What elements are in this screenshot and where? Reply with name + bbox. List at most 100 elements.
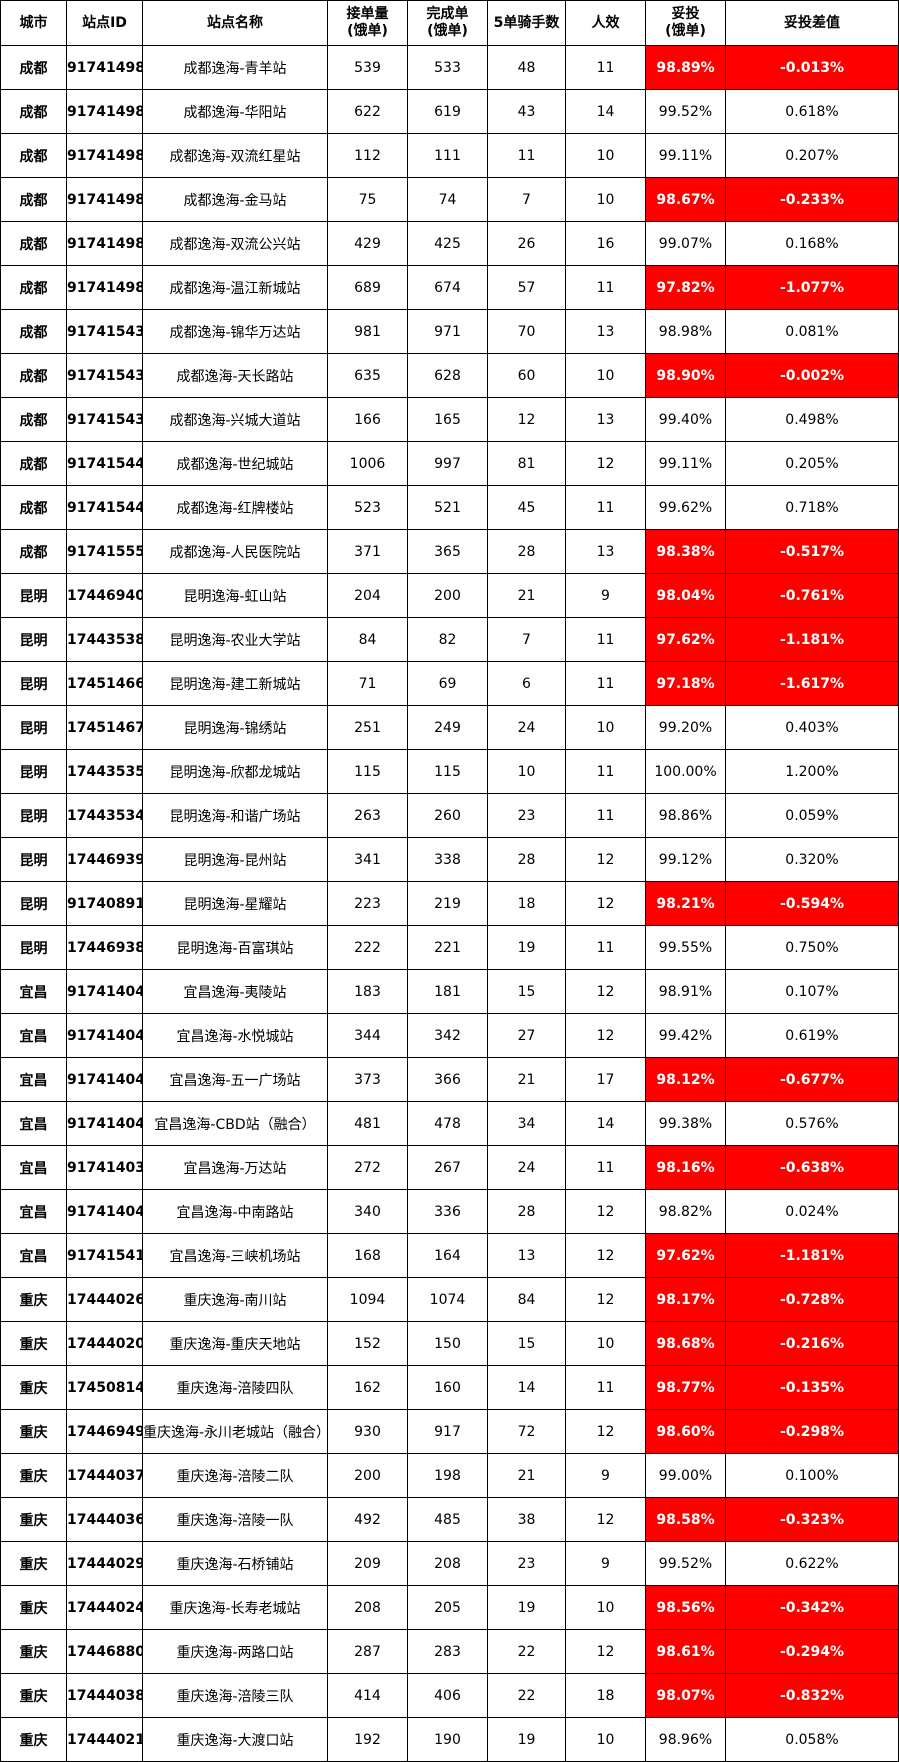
cell-efficiency: 17 [565, 1057, 646, 1102]
cell-station-id: 917414043 [66, 1189, 143, 1234]
cell-efficiency: 11 [565, 793, 646, 838]
cell-city: 成都 [0, 265, 67, 310]
cell-rate-diff: -0.594% [725, 881, 899, 926]
table-row: 重庆 17444024 重庆逸海-长寿老城站 208 205 19 10 98.56% -0.3… [0, 1585, 899, 1630]
cell-completed: 342 [407, 1013, 488, 1058]
cell-riders: 57 [487, 265, 566, 310]
cell-city: 重庆 [0, 1585, 67, 1630]
cell-station-name: 成都逸海-世纪城站 [142, 441, 328, 486]
cell-city: 重庆 [0, 1541, 67, 1586]
cell-city: 昆明 [0, 705, 67, 750]
cell-rate-diff: -0.013% [725, 45, 899, 90]
cell-delivery-rate: 98.17% [645, 1277, 726, 1322]
cell-station-name: 成都逸海-锦华万达站 [142, 309, 328, 354]
cell-station-id: 917414042 [66, 1057, 143, 1102]
table-row: 成都917414984成都逸海-华阳站622619431499.52%0.618… [0, 89, 899, 134]
cell-station-name: 宜昌逸海-CBD站（融合） [142, 1101, 328, 1146]
cell-riders: 10 [487, 749, 566, 794]
table-row: 成都917415552成都逸海-人民医院站371365281398.38%-0.… [0, 529, 899, 574]
cell-city: 宜昌 [0, 1101, 67, 1146]
cell-completed: 260 [407, 793, 488, 838]
cell-riders: 43 [487, 89, 566, 134]
cell-rate-diff: -0.677% [725, 1057, 899, 1102]
cell-efficiency: 10 [565, 1321, 646, 1366]
cell-station-name: 重庆逸海-重庆天地站 [142, 1321, 328, 1366]
cell-completed: 521 [407, 485, 488, 530]
cell-efficiency: 12 [565, 1629, 646, 1674]
cell-city: 宜昌 [0, 1057, 67, 1102]
cell-completed: 619 [407, 89, 488, 134]
cell-delivery-rate: 97.82% [645, 265, 726, 310]
cell-city: 宜昌 [0, 1233, 67, 1278]
cell-city: 宜昌 [0, 1145, 67, 1190]
table-row: 成都917414983成都逸海-双流红星站112111111099.11%0.2… [0, 133, 899, 178]
cell-efficiency: 13 [565, 529, 646, 574]
cell-completed: 971 [407, 309, 488, 354]
cell-accepted: 429 [327, 221, 408, 266]
table-row: 成都917414986成都逸海-青羊站539533481198.89%-0.01… [0, 45, 899, 90]
cell-accepted: 481 [327, 1101, 408, 1146]
header-efficiency: 人效 [565, 0, 646, 46]
cell-accepted: 622 [327, 89, 408, 134]
cell-riders: 15 [487, 969, 566, 1014]
cell-rate-diff: 0.107% [725, 969, 899, 1014]
cell-accepted: 1094 [327, 1277, 408, 1322]
table-row: 重庆 17444029 重庆逸海-石桥铺站 209 208 23 9 99.52% 0.622% [0, 1541, 899, 1586]
cell-accepted: 263 [327, 793, 408, 838]
cell-completed: 69 [407, 661, 488, 706]
cell-riders: 7 [487, 617, 566, 662]
cell-station-name: 成都逸海-兴城大道站 [142, 397, 328, 442]
cell-city: 成都 [0, 397, 67, 442]
cell-efficiency: 11 [565, 617, 646, 662]
cell-city: 成都 [0, 133, 67, 178]
cell-accepted: 1006 [327, 441, 408, 486]
cell-station-name: 昆明逸海-农业大学站 [142, 617, 328, 662]
cell-accepted: 981 [327, 309, 408, 354]
cell-rate-diff: -1.181% [725, 1233, 899, 1278]
cell-delivery-rate: 99.07% [645, 221, 726, 266]
cell-efficiency: 10 [565, 133, 646, 178]
cell-efficiency: 11 [565, 1145, 646, 1190]
table-row: 昆明 17443538 昆明逸海-农业大学站 84 82 7 11 97.62% -1.181% [0, 617, 899, 662]
cell-completed: 205 [407, 1585, 488, 1630]
cell-city: 成都 [0, 309, 67, 354]
cell-station-name: 昆明逸海-欣都龙城站 [142, 749, 328, 794]
cell-completed: 249 [407, 705, 488, 750]
cell-accepted: 183 [327, 969, 408, 1014]
table-row: 成都917415440成都逸海-世纪城站1006997811299.11%0.2… [0, 441, 899, 486]
cell-accepted: 84 [327, 617, 408, 662]
table-row: 重庆 17444036 重庆逸海-涪陵一队 492 485 38 12 98.58% -0.32… [0, 1497, 899, 1542]
cell-rate-diff: 0.576% [725, 1101, 899, 1146]
cell-city: 重庆 [0, 1409, 67, 1454]
cell-efficiency: 11 [565, 45, 646, 90]
cell-station-name: 昆明逸海-虹山站 [142, 573, 328, 618]
cell-rate-diff: 0.168% [725, 221, 899, 266]
cell-delivery-rate: 99.52% [645, 89, 726, 134]
cell-delivery-rate: 98.91% [645, 969, 726, 1014]
cell-station-id: 917408918 [66, 881, 143, 926]
cell-delivery-rate: 98.56% [645, 1585, 726, 1630]
table-body: 成都917414986成都逸海-青羊站539533481198.89%-0.01… [0, 45, 899, 1762]
cell-riders: 23 [487, 793, 566, 838]
cell-accepted: 208 [327, 1585, 408, 1630]
table-row: 昆明 17446938 昆明逸海-百富琪站 222 221 19 11 99.55% 0.750… [0, 925, 899, 970]
header-city: 城市 [0, 0, 67, 46]
cell-completed: 338 [407, 837, 488, 882]
cell-riders: 11 [487, 133, 566, 178]
cell-station-name: 成都逸海-双流公兴站 [142, 221, 328, 266]
cell-station-id: 917414040 [66, 1013, 143, 1058]
cell-delivery-rate: 99.11% [645, 133, 726, 178]
cell-delivery-rate: 98.90% [645, 353, 726, 398]
cell-station-name: 宜昌逸海-水悦城站 [142, 1013, 328, 1058]
cell-rate-diff: 0.058% [725, 1717, 899, 1762]
cell-station-id: 917415439 [66, 397, 143, 442]
cell-accepted: 635 [327, 353, 408, 398]
cell-station-id: 917415440 [66, 441, 143, 486]
cell-completed: 219 [407, 881, 488, 926]
table-row: 昆明917408918昆明逸海-星耀站223219181298.21%-0.59… [0, 881, 899, 926]
cell-station-name: 宜昌逸海-中南路站 [142, 1189, 328, 1234]
cell-delivery-rate: 97.62% [645, 1233, 726, 1278]
cell-efficiency: 10 [565, 353, 646, 398]
table-row: 宜昌917415417宜昌逸海-三峡机场站168164131297.62%-1.… [0, 1233, 899, 1278]
cell-riders: 22 [487, 1629, 566, 1674]
